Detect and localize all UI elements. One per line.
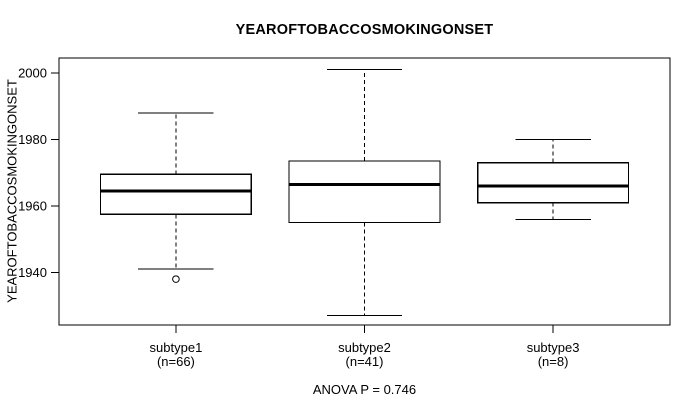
x-group-sublabel: (n=66) bbox=[157, 354, 195, 369]
x-group-label: subtype3 bbox=[527, 340, 580, 355]
y-tick-label: 2000 bbox=[18, 65, 47, 80]
box bbox=[476, 162, 630, 204]
x-group-label: subtype1 bbox=[150, 340, 203, 355]
anova-p-value: ANOVA P = 0.746 bbox=[312, 382, 417, 397]
box bbox=[99, 173, 253, 215]
y-tick-label: 1960 bbox=[18, 198, 47, 213]
x-group-sublabel: (n=41) bbox=[346, 354, 384, 369]
x-group-sublabel: (n=8) bbox=[538, 354, 569, 369]
y-tick-label: 1940 bbox=[18, 265, 47, 280]
y-tick-label: 1980 bbox=[18, 132, 47, 147]
chart-title: YEAROFTOBACCOSMOKINGONSET bbox=[235, 22, 494, 38]
x-group-label: subtype2 bbox=[338, 340, 391, 355]
box bbox=[288, 160, 441, 224]
outlier-point bbox=[172, 275, 180, 283]
